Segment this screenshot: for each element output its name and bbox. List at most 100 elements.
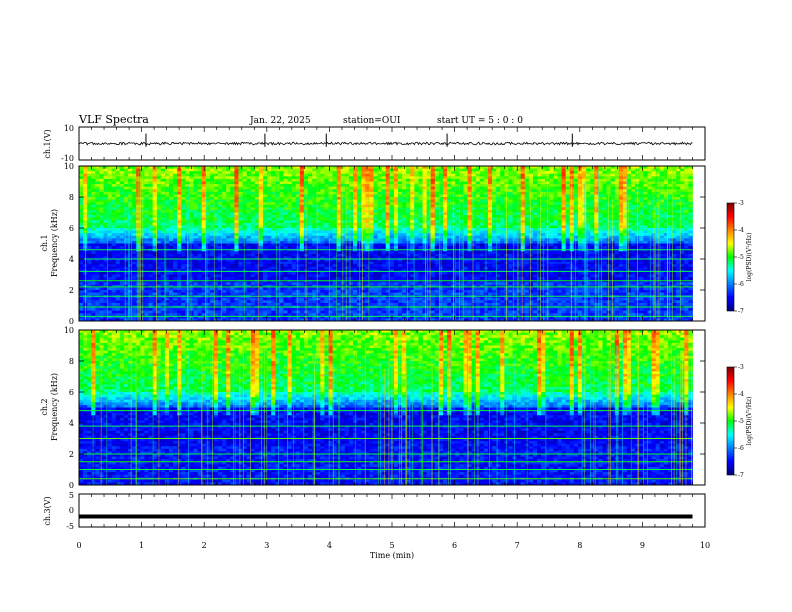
spectrogram-cell <box>389 171 395 175</box>
spectrogram-cell <box>156 269 162 273</box>
spectrogram-cell <box>164 168 170 172</box>
spectrogram-cell <box>365 228 370 231</box>
spectrogram-cell <box>177 238 182 242</box>
spectrogram-cell <box>357 287 362 291</box>
spectrogram-cell <box>144 202 149 206</box>
spectrogram-cell <box>369 171 374 175</box>
spectrogram-cell <box>107 253 113 257</box>
spectrogram-cell <box>344 297 350 301</box>
spectrogram-cell <box>312 202 317 206</box>
spectrogram-cell <box>132 308 137 312</box>
spectrogram-cell <box>406 269 411 273</box>
spectrogram-cell <box>111 176 117 180</box>
spectrogram-cell <box>348 197 354 200</box>
spectrogram-cell <box>181 300 186 304</box>
spectrogram-cell <box>393 215 399 219</box>
spectrogram-cell <box>336 178 342 182</box>
spectrogram-cell <box>95 199 100 203</box>
spectrogram-cell <box>271 259 276 262</box>
spectrogram-cell <box>181 292 186 296</box>
spectrogram-cell <box>205 235 211 239</box>
spectrogram-cell <box>87 228 92 231</box>
spectrogram-cell <box>357 300 362 304</box>
spectrogram-cell <box>406 215 411 219</box>
spectrogram-cell <box>177 171 182 175</box>
spectrogram-cell <box>173 197 178 200</box>
spectrogram-cell <box>164 264 170 268</box>
spectrogram-cell <box>336 302 342 306</box>
spectrogram-cell <box>119 264 125 268</box>
spectrogram-cell <box>91 246 96 250</box>
spectrogram-cell <box>128 251 133 255</box>
spectrogram-cell <box>173 173 178 177</box>
spectrogram-cell <box>275 287 280 291</box>
spectrogram-cell <box>250 269 256 273</box>
spectrogram-cell <box>173 259 178 262</box>
spectrogram-cell <box>320 235 325 239</box>
spectrogram-cell <box>173 215 178 219</box>
spectrogram-cell <box>267 215 272 219</box>
spectrogram-cell <box>385 261 391 265</box>
spectrogram-cell <box>168 166 174 169</box>
spectrogram-cell <box>87 215 92 219</box>
spectrogram-cell <box>213 215 219 219</box>
spectrogram-cell <box>332 266 338 270</box>
spectrogram-cell <box>234 230 239 234</box>
spectrogram-cell <box>308 290 313 293</box>
spectrogram-cell <box>410 173 415 177</box>
spectrogram-cell <box>181 176 186 180</box>
spectrogram-cell <box>209 222 215 226</box>
spectrogram-cell <box>103 274 109 278</box>
spectrogram-cell <box>160 264 166 268</box>
spectrogram-cell <box>332 228 338 231</box>
spectrogram-cell <box>242 202 248 206</box>
spectrogram-cell <box>99 269 104 273</box>
spectrogram-cell <box>369 308 374 312</box>
spectrogram-cell <box>287 292 293 296</box>
spectrogram-cell <box>148 194 154 198</box>
spectrogram-cell <box>213 277 219 281</box>
spectrogram-cell <box>389 266 395 270</box>
spectrogram-cell <box>95 313 100 317</box>
spectrogram-cell <box>226 274 231 278</box>
spectrogram-cell <box>205 310 211 314</box>
spectrogram-cell <box>234 194 239 198</box>
spectrogram-cell <box>222 302 227 306</box>
spectrogram-cell <box>160 171 166 175</box>
spectrogram-cell <box>123 204 129 208</box>
spectrogram-cell <box>336 186 342 190</box>
spectrogram-cell <box>79 287 84 291</box>
spectrogram-cell <box>160 290 166 293</box>
spectrogram-cell <box>87 292 92 296</box>
spectrogram-cell <box>209 215 215 219</box>
spectrogram-cell <box>299 253 305 257</box>
spectrogram-cell <box>414 178 419 182</box>
spectrogram-cell <box>79 233 84 237</box>
spectrogram-cell <box>267 259 272 262</box>
spectrogram-cell <box>99 202 104 206</box>
spectrogram-cell <box>308 277 313 281</box>
spectrogram-cell <box>173 217 178 221</box>
spectrogram-cell <box>87 274 92 278</box>
spectrogram-cell <box>238 243 243 247</box>
spectrogram-cell <box>152 243 158 247</box>
spectrogram-cell <box>91 292 96 296</box>
spectrogram-cell <box>402 197 407 200</box>
spectrogram-cell <box>213 243 219 247</box>
spectrogram-cell <box>91 228 96 231</box>
spectrogram-cell <box>402 207 407 211</box>
spectrogram-cell <box>148 233 154 237</box>
spectrogram-cell <box>201 266 207 270</box>
spectrogram-cell <box>398 315 403 319</box>
spectrogram-cell <box>222 287 227 291</box>
spectrogram-cell <box>406 315 411 319</box>
spectrogram-cell <box>95 173 100 177</box>
spectrogram-cell <box>246 230 252 234</box>
spectrogram-cell <box>197 315 203 319</box>
spectrogram-cell <box>369 302 374 306</box>
spectrogram-cell <box>91 318 96 322</box>
spectrogram-cell <box>213 264 219 268</box>
spectrogram-cell <box>107 313 113 317</box>
spectrogram-cell <box>267 217 272 221</box>
spectrogram-cell <box>381 290 387 293</box>
